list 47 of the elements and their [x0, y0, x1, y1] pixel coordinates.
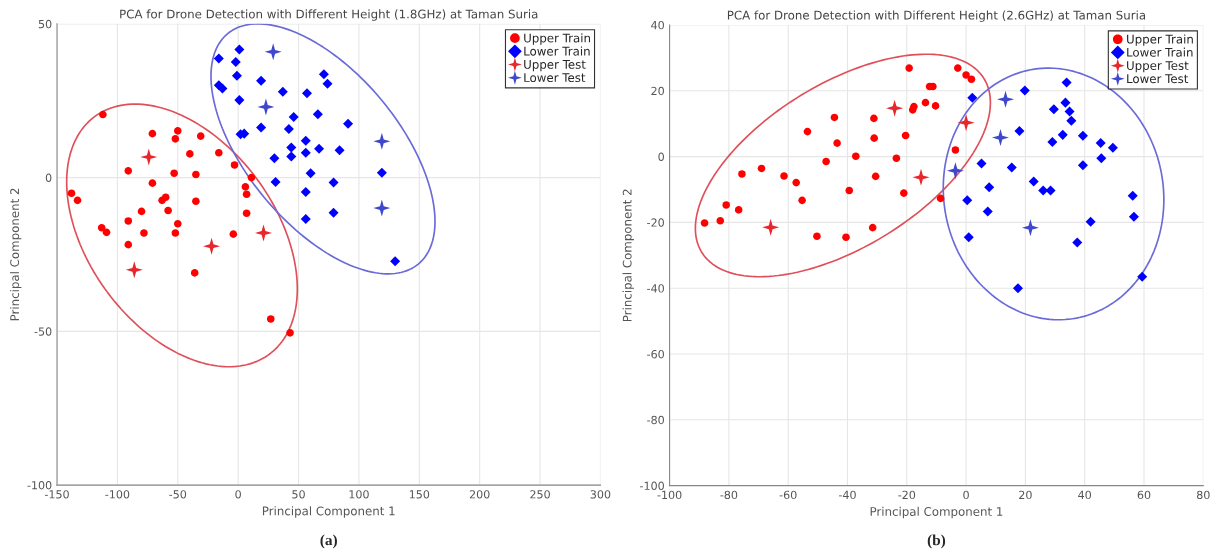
legend-label: Lower Test [1127, 74, 1189, 84]
y-axis-title: Principal Component 2 [9, 188, 22, 321]
x-tick-label: -150 [44, 490, 69, 499]
y-tick-label: 40 [651, 20, 664, 30]
y-tick-label: 50 [38, 19, 52, 29]
x-tick-label: 50 [292, 490, 305, 499]
legend-label: Lower Test [524, 73, 586, 83]
chart-title: PCA for Drone Detection with Different Height (2.6GHz) at Taman Suria [727, 10, 1146, 22]
x-tick-label: -80 [720, 490, 738, 500]
x-tick-label: -50 [169, 490, 187, 499]
x-tick-label: 80 [1196, 490, 1210, 500]
x-tick-label: 40 [1078, 490, 1092, 500]
y-tick-label: -60 [647, 349, 664, 359]
legend-label: Upper Test [1127, 61, 1189, 73]
x-tick-label: -20 [898, 490, 916, 500]
chart-title: PCA for Drone Detection with Different Height (1.8GHz) at Taman Suria [120, 9, 538, 21]
x-tick-label: 20 [1019, 490, 1032, 500]
x-tick-label: 200 [469, 490, 490, 499]
y-tick-label: 0 [658, 152, 664, 161]
y-tick-label: -80 [647, 415, 664, 425]
x-tick-label: -100 [105, 490, 130, 499]
x-tick-label: 0 [963, 490, 969, 500]
y-tick-label: -100 [27, 481, 52, 490]
y-tick-label: -50 [34, 327, 52, 336]
x-tick-label: 250 [530, 490, 550, 499]
y-tick-label: 20 [651, 86, 664, 96]
y-tick-label: 0 [45, 173, 52, 182]
x-tick-label: 100 [349, 490, 369, 499]
y-tick-label: -40 [647, 284, 664, 293]
x-tick-label: -60 [779, 490, 797, 500]
x-tick-label: 0 [235, 490, 241, 499]
x-axis-title: Principal Component 1 [262, 506, 395, 518]
text: (b) [927, 534, 946, 549]
legend-label: Lower Train [1127, 47, 1193, 57]
text: (a) [320, 534, 337, 549]
x-axis-title: Principal Component 1 [870, 506, 1003, 519]
y-tick-label: -20 [647, 218, 664, 227]
legend-label: Upper Test [524, 60, 586, 72]
y-axis-title: Principal Component 2 [622, 189, 634, 322]
legend-label: Upper Train [1127, 34, 1193, 46]
x-tick-label: 150 [409, 490, 430, 499]
x-tick-label: 300 [590, 490, 611, 499]
x-tick-label: 60 [1137, 490, 1151, 500]
legend-label: Lower Train [524, 46, 590, 56]
y-tick-label: -100 [640, 481, 664, 490]
legend-label: Upper Train [524, 33, 590, 45]
x-tick-label: -40 [838, 490, 856, 500]
